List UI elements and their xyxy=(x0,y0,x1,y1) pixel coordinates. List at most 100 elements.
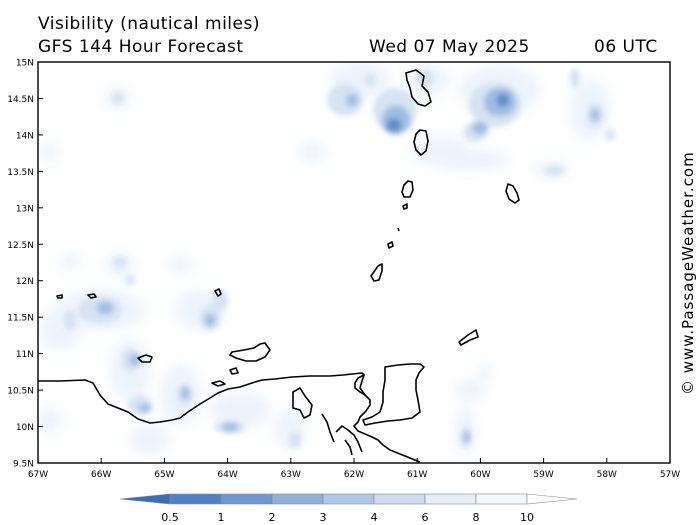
fog-patch xyxy=(212,290,228,310)
legend-swatch xyxy=(271,493,324,505)
fog-patch xyxy=(364,74,376,86)
fog-patch xyxy=(130,425,170,455)
fog-patch xyxy=(38,408,62,432)
fog-patch xyxy=(125,274,135,286)
fog-patch xyxy=(327,84,363,116)
fog-patch xyxy=(97,302,113,314)
trinidad xyxy=(362,363,425,426)
longitude-axis: 67W 66W 65W 64W 63W 62W 61W 60W 59W 58W 57W xyxy=(28,458,680,480)
lat-label: 12N xyxy=(16,277,34,287)
venezuela-coast xyxy=(38,372,421,463)
legend-arrow-high xyxy=(526,493,578,505)
los-roques xyxy=(87,293,97,299)
legend-label: 3 xyxy=(320,511,327,524)
legend-label: 6 xyxy=(422,511,429,524)
legend-swatch xyxy=(373,493,426,505)
orchila xyxy=(214,288,222,297)
coche-island xyxy=(229,367,239,375)
lat-label: 14.5N xyxy=(7,95,34,105)
lon-label: 62W xyxy=(344,470,364,480)
fog-patch xyxy=(464,431,470,443)
legend-label: 0.5 xyxy=(161,511,179,524)
legend-swatch xyxy=(475,493,528,505)
st-vincent xyxy=(401,180,414,198)
lat-label: 10N xyxy=(16,423,34,433)
legend-label: 1 xyxy=(218,511,225,524)
orinoco-delta-2 xyxy=(321,413,335,443)
fog-patch xyxy=(570,68,580,88)
fog-patch xyxy=(210,392,270,428)
legend-swatch xyxy=(424,493,477,505)
lat-label: 11.5N xyxy=(7,314,34,324)
latitude-axis: 15N 14.5N 14N 13.5N 13N 12.5N 12N 11.5N 11N 10.5N… xyxy=(7,59,43,470)
fog-patch xyxy=(114,257,126,269)
legend-swatch xyxy=(220,493,273,505)
lat-label: 12.5N xyxy=(7,241,34,251)
fog-patch xyxy=(139,404,151,412)
margarita xyxy=(229,342,271,362)
fog-patch xyxy=(181,387,189,399)
legend-label: 4 xyxy=(371,511,378,524)
fog-patch xyxy=(40,144,60,160)
fog-patch xyxy=(112,92,124,104)
fog-patch xyxy=(222,423,238,431)
fog-patch xyxy=(205,314,215,326)
fog-patch xyxy=(130,354,140,366)
lat-label: 14N xyxy=(16,131,34,141)
fog-patch xyxy=(591,109,599,121)
lat-label: 15N xyxy=(16,59,34,69)
fog-patch xyxy=(168,257,192,273)
lon-label: 61W xyxy=(407,470,427,480)
barbados xyxy=(505,183,520,204)
gulf-paria-inlet xyxy=(292,387,313,419)
bequia xyxy=(402,203,408,210)
fog-patch xyxy=(472,122,488,134)
blanquilla xyxy=(137,354,153,363)
legend-label: 2 xyxy=(269,511,276,524)
lon-label: 66W xyxy=(91,470,111,480)
lon-label: 59W xyxy=(533,470,553,480)
tortuga xyxy=(211,380,226,387)
grenadines-2 xyxy=(397,227,400,232)
visibility-shading xyxy=(38,62,615,455)
lon-label: 58W xyxy=(597,470,617,480)
paria-peninsula xyxy=(359,374,366,396)
lat-label: 13N xyxy=(16,204,34,214)
lon-label: 64W xyxy=(217,470,237,480)
lat-label: 11N xyxy=(16,350,34,360)
fog-patch xyxy=(289,432,301,448)
legend-label: 8 xyxy=(473,511,480,524)
st-lucia xyxy=(413,129,429,156)
fog-patch xyxy=(545,165,565,175)
legend-label: 10 xyxy=(520,511,534,524)
fog-patch xyxy=(605,129,615,141)
lon-label: 65W xyxy=(154,470,174,480)
fog-patch xyxy=(455,380,485,400)
forecast-time: 06 UTC xyxy=(594,37,658,57)
map-title: Visibility (nautical miles) xyxy=(38,14,260,34)
orinoco-delta-1 xyxy=(335,425,363,453)
lat-label: 13.5N xyxy=(7,168,34,178)
fog-patch xyxy=(430,150,510,170)
lon-label: 57W xyxy=(660,470,680,480)
grenada xyxy=(370,263,383,282)
fog-patch xyxy=(60,254,80,270)
fog-patch xyxy=(298,142,326,162)
fog-patch xyxy=(346,94,358,106)
forecast-date: Wed 07 May 2025 xyxy=(369,37,530,57)
fog-patch xyxy=(477,364,493,380)
lat-label: 9.5N xyxy=(13,460,34,470)
orinoco-delta-3 xyxy=(344,439,353,456)
map-subtitle: GFS 144 Hour Forecast xyxy=(38,37,244,57)
legend-swatch xyxy=(322,493,375,505)
las-aves xyxy=(56,294,63,299)
fog-patch xyxy=(497,94,509,106)
lon-label: 63W xyxy=(281,470,301,480)
lon-label: 67W xyxy=(28,470,48,480)
fog-patch xyxy=(387,119,401,131)
fog-patch xyxy=(64,310,76,330)
coastlines xyxy=(38,69,520,463)
lat-label: 10.5N xyxy=(7,387,34,397)
lon-label: 60W xyxy=(470,470,490,480)
